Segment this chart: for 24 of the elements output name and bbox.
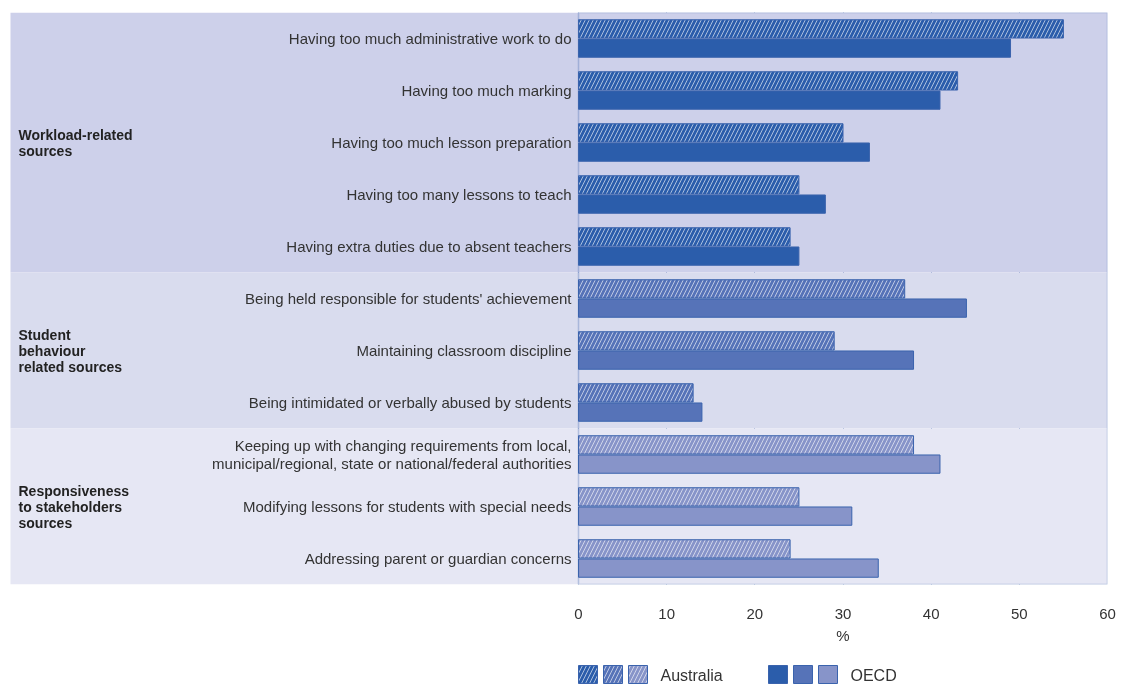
x-axis-title: % xyxy=(836,627,850,644)
x-tick-label: 0 xyxy=(574,604,583,622)
y-tick-label: Having extra duties due to absent teachers xyxy=(286,238,572,255)
x-tick-label: 30 xyxy=(834,604,852,622)
y-tick-label: Having too much marking xyxy=(401,82,572,99)
x-tick-label: 20 xyxy=(746,604,764,622)
y-tick-label: Having too many lessons to teach xyxy=(346,186,572,203)
y-tick-label: Having too much lesson preparation xyxy=(331,134,572,151)
y-tick-label: Having too much administrative work to do xyxy=(288,30,572,47)
x-tick-label: 10 xyxy=(658,604,676,622)
legend-label: Australia xyxy=(660,667,723,684)
x-tick-label: 60 xyxy=(1099,604,1116,622)
y-tick-label: Maintaining classroom discipline xyxy=(356,342,572,359)
y-tick-label: Being held responsible for students' achievement xyxy=(245,290,573,307)
y-tick-label: Keeping up with changing requirements from local, municipal/regional, state or national/federal authorities xyxy=(212,436,572,473)
y-tick-label: Being intimidated or verbally abused by students xyxy=(248,394,572,411)
band-label: Workload-related sources xyxy=(18,126,133,159)
band-label: Responsiveness to stakeholders sources xyxy=(18,482,130,531)
y-tick-label: Modifying lessons for students with special needs xyxy=(242,498,572,515)
x-tick-label: 40 xyxy=(922,604,940,622)
y-tick-label: Addressing parent or guardian concerns xyxy=(304,550,572,567)
x-tick-label: 50 xyxy=(1010,604,1028,622)
band-label: Student behaviour related sources xyxy=(18,326,123,375)
legend-label: OECD xyxy=(850,667,897,684)
